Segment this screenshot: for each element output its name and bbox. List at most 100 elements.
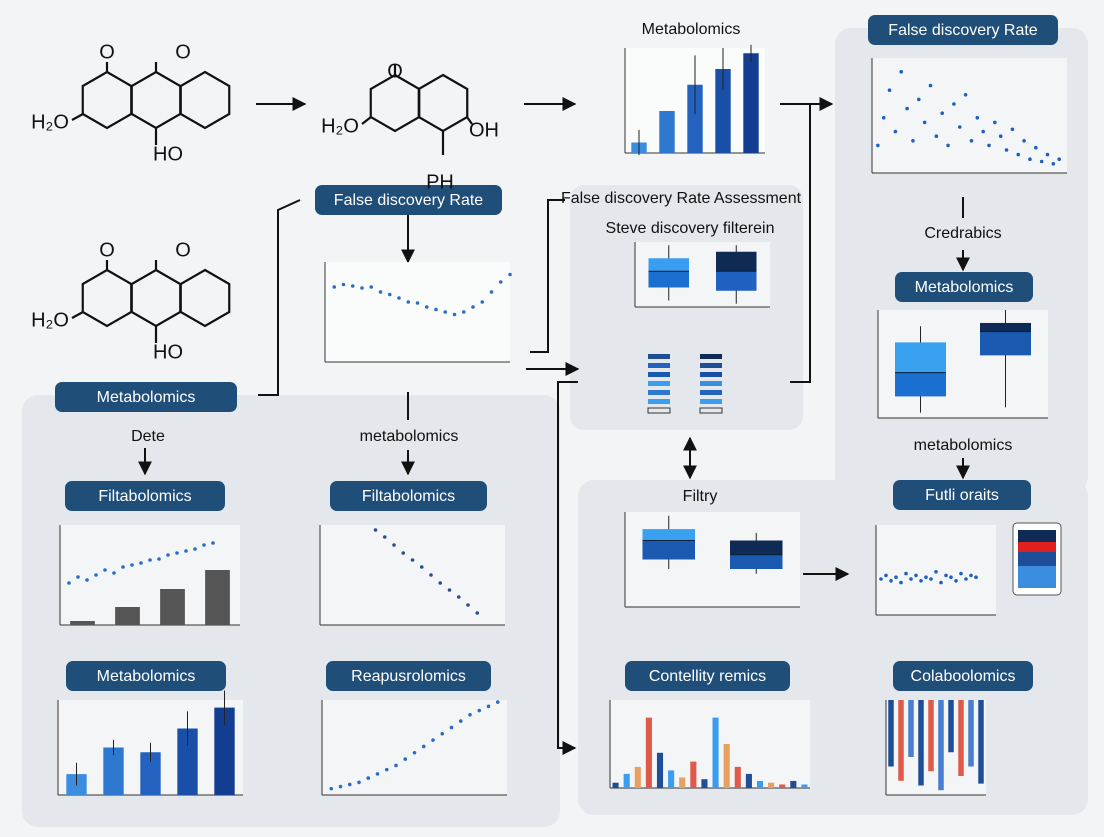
ring bbox=[179, 268, 231, 328]
point bbox=[975, 116, 980, 120]
pill-label: Contellity remics bbox=[649, 668, 766, 685]
pill-label: Filtabolomics bbox=[98, 488, 191, 505]
point bbox=[384, 767, 389, 772]
bar bbox=[768, 782, 775, 788]
connector bbox=[258, 199, 301, 396]
box-lower bbox=[730, 554, 783, 569]
bar bbox=[659, 111, 675, 153]
pill-label: Futli oraits bbox=[925, 487, 999, 504]
bar bbox=[790, 780, 797, 788]
point bbox=[475, 611, 480, 615]
mini-chart bbox=[875, 525, 996, 616]
bar bbox=[958, 700, 964, 776]
point bbox=[957, 125, 962, 129]
bar bbox=[918, 700, 924, 786]
ring bbox=[81, 268, 133, 328]
box-lower bbox=[980, 331, 1031, 356]
point bbox=[184, 549, 188, 553]
point bbox=[202, 543, 206, 547]
point bbox=[969, 573, 973, 578]
mini-chart bbox=[634, 242, 770, 308]
mini-chart bbox=[885, 700, 986, 796]
point bbox=[193, 547, 197, 551]
point bbox=[375, 772, 380, 776]
point bbox=[360, 286, 364, 290]
atom: PH bbox=[426, 171, 454, 193]
caption: Credrabics bbox=[924, 225, 1001, 242]
point bbox=[899, 70, 904, 74]
point bbox=[954, 579, 958, 583]
bar bbox=[656, 752, 664, 788]
pill bbox=[330, 481, 487, 511]
bar bbox=[679, 777, 686, 788]
bar bbox=[214, 707, 235, 795]
point bbox=[410, 558, 415, 562]
tablet-icon bbox=[1012, 522, 1062, 596]
bar bbox=[779, 784, 786, 788]
bar bbox=[623, 773, 630, 788]
point bbox=[401, 551, 406, 555]
bar bbox=[938, 700, 944, 791]
point bbox=[952, 102, 956, 106]
mini-chart bbox=[609, 700, 810, 789]
box-upper bbox=[730, 540, 783, 555]
point bbox=[1004, 148, 1009, 152]
mini-chart bbox=[319, 525, 505, 626]
point bbox=[403, 757, 408, 761]
plot-area bbox=[610, 700, 810, 788]
bar bbox=[928, 700, 934, 772]
mini-chart bbox=[624, 512, 800, 608]
bar bbox=[888, 700, 894, 767]
pill bbox=[893, 661, 1033, 691]
ring bbox=[369, 73, 421, 133]
point bbox=[498, 280, 503, 284]
box-lower bbox=[716, 271, 757, 291]
point bbox=[452, 312, 457, 317]
point bbox=[329, 786, 334, 791]
point bbox=[905, 106, 909, 111]
caption: Filtry bbox=[683, 488, 718, 505]
point bbox=[466, 603, 470, 607]
bond bbox=[71, 113, 84, 121]
point bbox=[449, 725, 454, 730]
arrows bbox=[138, 97, 970, 755]
point bbox=[959, 571, 963, 576]
point bbox=[157, 557, 161, 561]
point bbox=[175, 551, 179, 555]
point bbox=[148, 558, 152, 562]
bar bbox=[690, 761, 697, 788]
point bbox=[508, 272, 512, 277]
mini-chart bbox=[321, 700, 507, 796]
caption: metabolomics bbox=[360, 428, 459, 445]
point bbox=[949, 575, 953, 579]
point bbox=[443, 310, 448, 314]
point bbox=[477, 708, 482, 713]
point bbox=[338, 784, 343, 789]
point bbox=[1010, 127, 1015, 132]
ring bbox=[417, 73, 469, 133]
caption: Dete bbox=[131, 428, 165, 445]
point bbox=[406, 300, 411, 304]
caption: metabolomics bbox=[914, 437, 1013, 454]
point bbox=[121, 565, 125, 569]
pill-label: Metabolomics bbox=[97, 668, 196, 685]
point bbox=[421, 744, 426, 749]
bar bbox=[978, 700, 984, 784]
point bbox=[85, 578, 89, 582]
point bbox=[969, 139, 974, 143]
point bbox=[350, 284, 355, 288]
point bbox=[489, 290, 494, 294]
atom: H₂O bbox=[31, 309, 69, 331]
point bbox=[341, 282, 346, 287]
point bbox=[471, 305, 475, 309]
bar bbox=[734, 766, 741, 788]
atom: O bbox=[99, 41, 115, 63]
box-upper bbox=[648, 258, 689, 272]
pill bbox=[868, 15, 1058, 45]
point bbox=[1057, 157, 1061, 161]
point bbox=[431, 738, 435, 742]
caption: Metabolomics bbox=[642, 21, 741, 38]
point bbox=[987, 143, 991, 148]
